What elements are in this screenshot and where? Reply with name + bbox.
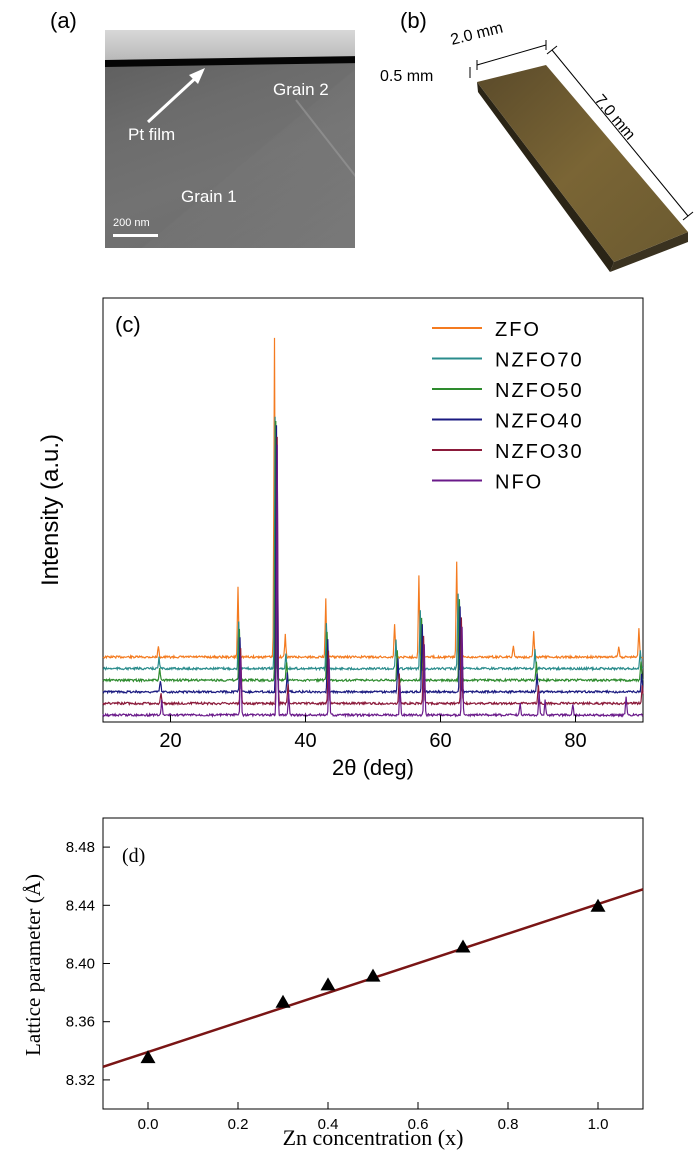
lattice-x-tick-label: 0.8 — [498, 1116, 519, 1133]
xrd-legend-label: ZFO — [495, 319, 541, 341]
lattice-x-axis-title: Zn concentration (x) — [283, 1125, 464, 1150]
xrd-x-tick-label: 20 — [159, 730, 181, 752]
xrd-legend-label: NZFO70 — [495, 350, 584, 372]
lattice-y-tick-label: 8.40 — [66, 956, 95, 973]
lattice-y-tick-label: 8.44 — [66, 897, 95, 914]
xrd-series-nzfo30 — [102, 436, 644, 707]
lattice-data-point — [455, 939, 471, 953]
lattice-ticks: 0.0 0.2 0.4 0.6 0.8 1.0 8.32 8.36 8.40 8.44 8.48 — [66, 839, 609, 1133]
xrd-legend-label: NZFO40 — [495, 411, 584, 433]
xrd-y-axis-title: Intensity (a.u.) — [37, 434, 64, 586]
xrd-plot-frame — [102, 297, 644, 723]
lattice-y-axis-title: Lattice parameter (Å) — [21, 874, 45, 1056]
xrd-series-nzfo40 — [102, 425, 644, 695]
xrd-x-tick-label: 60 — [429, 730, 451, 752]
length-dim-line — [551, 49, 689, 217]
lattice-x-tick-label: 0.2 — [228, 1116, 249, 1133]
xrd-series-group — [102, 337, 644, 718]
panel-c-label: (c) — [115, 312, 141, 337]
sample-photo: 2.0 mm 0.5 mm 7.0 mm — [380, 20, 694, 272]
xrd-series-zfo — [102, 337, 644, 660]
lattice-chart: (d) 0.0 0.2 0.4 0.6 0.8 1.0 8.32 8.36 8.40 8.44 8.… — [21, 817, 644, 1150]
scale-bar-label: 200 nm — [113, 217, 150, 229]
xrd-series-nzfo70 — [102, 416, 644, 672]
xrd-x-tick-label: 40 — [294, 730, 316, 752]
panel-a-label: (a) — [50, 8, 77, 33]
xrd-x-axis-title: 2θ (deg) — [332, 755, 414, 780]
xrd-series-nfo — [102, 444, 644, 718]
lattice-x-tick-label: 0.0 — [138, 1116, 159, 1133]
lattice-y-tick-label: 8.48 — [66, 839, 95, 856]
lattice-data-point — [590, 898, 606, 912]
pt-film-arrow-icon — [146, 68, 205, 124]
grain-1-label: Grain 1 — [181, 187, 237, 206]
lattice-points-group — [140, 898, 606, 1064]
xrd-legend-label: NZFO50 — [495, 380, 584, 402]
lattice-y-tick-label: 8.32 — [66, 1072, 95, 1089]
width-dim-line — [476, 44, 547, 66]
lattice-data-point — [365, 968, 381, 982]
lattice-plot-frame — [102, 817, 644, 1110]
panel-d-label: (d) — [122, 845, 145, 867]
xrd-legend-label: NFO — [495, 472, 543, 494]
lattice-data-point — [320, 977, 336, 991]
width-label: 2.0 mm — [449, 20, 505, 49]
pt-film-label: Pt film — [128, 125, 176, 144]
tem-image: Pt film Grain 2 Grain 1 200 nm — [105, 30, 355, 248]
grain-2-region — [105, 30, 355, 248]
scale-bar — [113, 234, 158, 237]
lattice-data-point — [140, 1050, 156, 1064]
slab-side — [477, 82, 614, 272]
grain-2-label: Grain 2 — [273, 80, 329, 99]
lattice-x-tick-label: 0.4 — [318, 1116, 339, 1133]
lattice-x-tick-label: 0.6 — [408, 1116, 429, 1133]
xrd-legend-label: NZFO30 — [495, 441, 584, 463]
slab-front-edge — [610, 232, 688, 272]
xrd-legend: ZFO NZFO70 NZFO50 NZFO40 NZFO30 NFO — [432, 319, 584, 494]
xrd-chart: (c) 20 40 60 80 ZFO NZFO70 NZFO50 NZFO40 NZFO30… — [37, 297, 644, 780]
thickness-label: 0.5 mm — [380, 68, 433, 85]
lattice-data-point — [275, 994, 291, 1008]
slab-top — [477, 65, 688, 262]
lattice-y-tick-label: 8.36 — [66, 1014, 95, 1031]
lattice-x-tick-label: 1.0 — [588, 1116, 609, 1133]
panel-b-label: (b) — [400, 8, 427, 33]
xrd-x-ticks: 20 40 60 80 — [159, 715, 587, 752]
xrd-x-tick-label: 80 — [564, 730, 586, 752]
xrd-series-nzfo50 — [102, 420, 644, 684]
